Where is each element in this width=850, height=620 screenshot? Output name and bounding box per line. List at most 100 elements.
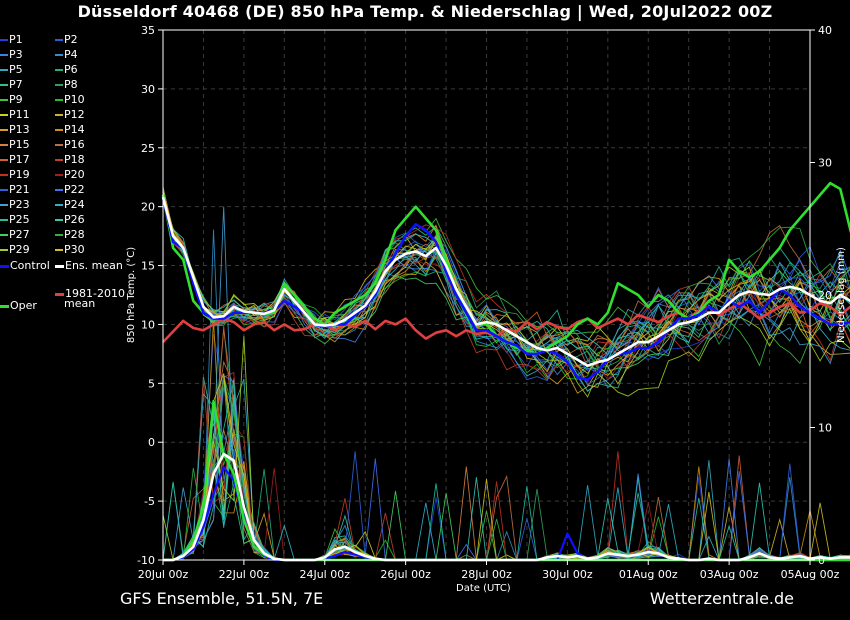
x-axis-label: Date (UTC) (456, 583, 511, 594)
legend-item-p23: P23 (0, 199, 30, 210)
legend-label: P20 (64, 168, 85, 181)
legend-swatch (55, 249, 63, 251)
legend-label: P2 (64, 33, 78, 46)
legend-label: Control (10, 259, 50, 272)
legend-swatch (55, 189, 63, 191)
axes: 35 30 25 20 15 10 5 0 -5 -10 40 30 20 10 0 20Jul 00z 22J… (126, 24, 847, 581)
legend-swatch (55, 292, 64, 296)
legend-item-p9: P9 (0, 94, 23, 105)
member-precip-p3 (163, 434, 850, 561)
legend-label: P8 (64, 78, 78, 91)
y-tick-label-left: 15 (141, 260, 155, 273)
legend-item-p7: P7 (0, 79, 23, 90)
y-tick-label-right: 10 (818, 422, 832, 435)
legend-swatch (0, 129, 8, 131)
y-tick-label-left: 0 (148, 436, 155, 449)
x-tick-label: 30Jul 00z (542, 568, 593, 581)
legend-item-p13: P13 (0, 124, 30, 135)
legend-swatch (55, 174, 63, 176)
legend-label: Ens. mean (65, 259, 123, 272)
legend-swatch (0, 69, 8, 71)
legend-label-clim-mean: mean (64, 297, 96, 310)
legend-swatch (55, 84, 63, 86)
legend-item-p12: P12 (55, 109, 85, 120)
ensemble-spread (162, 186, 850, 561)
legend-item-p2: P2 (55, 34, 78, 45)
legend-label: 1981-2010 (65, 287, 125, 300)
legend-swatch (0, 159, 8, 161)
legend-swatch (0, 264, 9, 268)
series-ens-mean (161, 196, 850, 368)
legend-swatch (55, 129, 63, 131)
y-tick-label-left: -10 (137, 554, 155, 567)
legend-swatch (0, 144, 8, 146)
legend-label: P28 (64, 228, 85, 241)
member-precip-p17 (163, 326, 850, 561)
legend-item-ens-mean: Ens. mean (55, 260, 123, 271)
chart-legend: P1 P2 P3 P4 P5 P6 P7 P8 P9 P10 P11 P12 P13 P14 P15 P16 P… (0, 0, 140, 320)
y-tick-label-right: 20 (818, 289, 832, 302)
legend-label: P15 (9, 138, 30, 151)
legend-label: P17 (9, 153, 30, 166)
y-tick-label-right: 0 (818, 554, 825, 567)
legend-item-oper: Oper (0, 300, 37, 311)
legend-swatch (55, 234, 63, 236)
legend-swatch (0, 99, 8, 101)
y-axis-label-right: Niederschlag (mm) (836, 247, 847, 343)
legend-label: P25 (9, 213, 30, 226)
legend-item-p29: P29 (0, 244, 30, 255)
member-precip-p4 (162, 229, 850, 561)
member-line-p28 (162, 196, 850, 369)
y-tick-label-left: 10 (141, 318, 155, 331)
member-precip-p1 (163, 334, 850, 561)
legend-swatch (0, 39, 8, 41)
y-axis-label-left: 850 hPa Temp. (°C) (126, 247, 137, 343)
series-oper (161, 181, 850, 356)
legend-label: P5 (9, 63, 23, 76)
legend-swatch (0, 84, 8, 86)
legend-label: P12 (64, 108, 85, 121)
legend-item-p19: P19 (0, 169, 30, 180)
x-tick-label: 24Jul 00z (299, 568, 350, 581)
legend-item-p4: P4 (55, 49, 78, 60)
legend-swatch (55, 219, 63, 221)
member-line-p13 (162, 198, 850, 394)
legend-item-p22: P22 (55, 184, 85, 195)
x-tick-label: 05Aug 00z (781, 568, 840, 581)
footer-site-name: Wetterzentrale.de (649, 589, 794, 608)
legend-label: P3 (9, 48, 23, 61)
member-line-p26 (162, 196, 850, 361)
legend-label: P29 (9, 243, 30, 256)
legend-item-p6: P6 (55, 64, 78, 75)
footer-model-info: GFS Ensemble, 51.5N, 7E (120, 589, 324, 608)
legend-swatch (55, 54, 63, 56)
legend-swatch (0, 54, 8, 56)
legend-swatch (0, 204, 8, 206)
legend-swatch (0, 174, 8, 176)
legend-swatch (0, 234, 8, 236)
member-line-p21 (162, 189, 850, 386)
y-tick-label-right: 30 (818, 157, 832, 170)
legend-item-p17: P17 (0, 154, 30, 165)
y-tick-label-left: 20 (141, 201, 155, 214)
legend-label: P19 (9, 168, 30, 181)
legend-item-p3: P3 (0, 49, 23, 60)
x-tick-label: 28Jul 00z (461, 568, 512, 581)
member-line-p25 (162, 196, 850, 363)
legend-label: P1 (9, 33, 23, 46)
x-tick-label: 03Aug 00z (700, 568, 759, 581)
legend-label: P11 (9, 108, 30, 121)
legend-item-p1: P1 (0, 34, 23, 45)
legend-swatch (55, 144, 63, 146)
legend-label: P6 (64, 63, 78, 76)
series-lines (161, 181, 850, 562)
x-tick-label: 22Jul 00z (219, 568, 270, 581)
legend-label: P21 (9, 183, 30, 196)
legend-item-p10: P10 (55, 94, 85, 105)
legend-item-control: Control (0, 260, 50, 271)
y-tick-label-left: 25 (141, 142, 155, 155)
legend-item-p8: P8 (55, 79, 78, 90)
member-line-p30 (162, 192, 850, 385)
y-tick-label-left: -5 (144, 495, 155, 508)
